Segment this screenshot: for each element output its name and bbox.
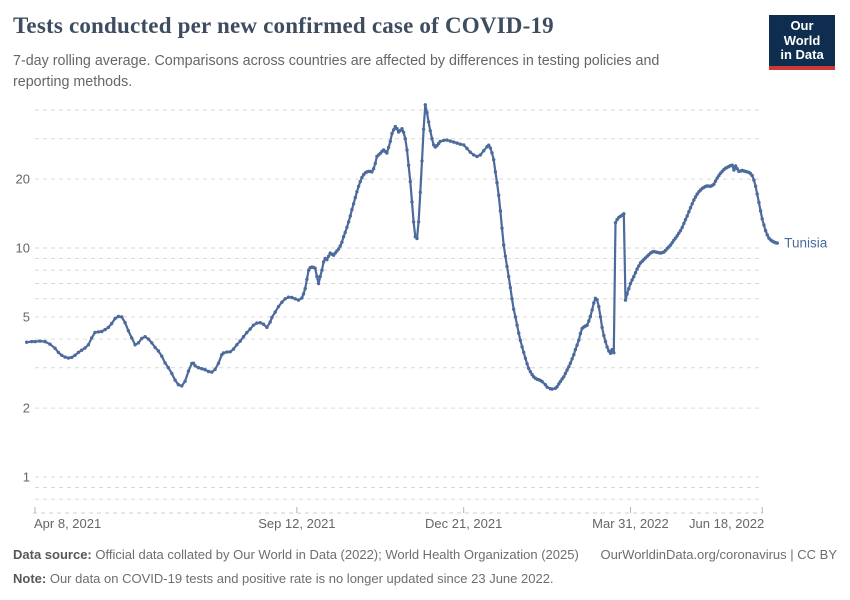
series-end-label[interactable]: Tunisia (784, 236, 828, 251)
svg-text:5: 5 (23, 309, 30, 324)
svg-text:10: 10 (16, 241, 30, 256)
svg-text:Jun 18, 2022: Jun 18, 2022 (689, 516, 764, 531)
svg-text:20: 20 (16, 172, 30, 187)
owid-coronavirus-link[interactable]: OurWorldinData.org/coronavirus (600, 547, 787, 562)
owid-logo[interactable]: Our World in Data (769, 15, 835, 70)
y-axis-labels: 1 2 5 10 20 (16, 172, 30, 485)
note-line: Note: Our data on COVID-19 tests and pos… (13, 571, 554, 586)
attribution-divider: | (786, 547, 798, 562)
chart-subtitle: 7-day rolling average. Comparisons acros… (13, 53, 660, 90)
svg-text:Sep 12, 2021: Sep 12, 2021 (258, 516, 335, 531)
svg-text:2: 2 (23, 401, 30, 416)
y-gridlines (35, 109, 763, 500)
data-source-label: Data source: (13, 547, 92, 562)
svg-text:1: 1 (23, 470, 30, 485)
owid-logo-line1: Our World (783, 18, 821, 48)
note-label: Note: (13, 571, 47, 586)
note-text: Our data on COVID-19 tests and positive … (46, 571, 554, 586)
data-source-line: Data source: Official data collated by O… (13, 543, 579, 567)
license-label: CC BY (797, 547, 837, 562)
svg-text:Apr 8, 2021: Apr 8, 2021 (34, 516, 101, 531)
series-tunisia[interactable] (25, 103, 779, 391)
chart-canvas[interactable]: 1 2 5 10 20 Apr 8, 2021 Sep 12, 2021 Dec 21, 20… (0, 0, 850, 540)
chart-title: Tests conducted per new confirmed case o… (13, 13, 554, 38)
owid-logo-line2: in Data (780, 47, 824, 62)
series-line (25, 103, 779, 391)
svg-text:Dec 21, 2021: Dec 21, 2021 (425, 516, 502, 531)
svg-text:Mar 31, 2022: Mar 31, 2022 (592, 516, 669, 531)
x-axis-labels: Apr 8, 2021 Sep 12, 2021 Dec 21, 2021 Mar 3… (34, 507, 764, 531)
data-source-text: Official data collated by Our World in D… (91, 547, 579, 562)
chart-footer: Data source: Official data collated by O… (13, 543, 837, 591)
attribution-line: OurWorldinData.org/coronavirus | CC BY (600, 543, 837, 567)
